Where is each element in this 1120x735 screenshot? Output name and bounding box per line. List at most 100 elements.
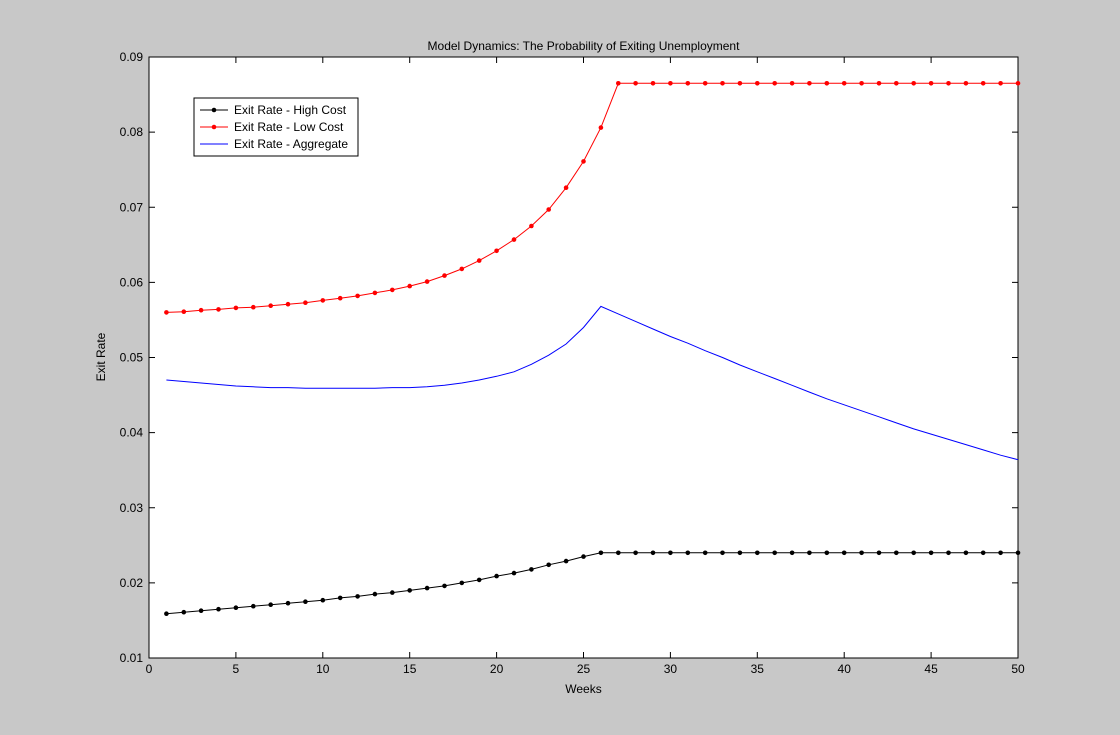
legend-label: Exit Rate - High Cost bbox=[234, 103, 347, 117]
data-point bbox=[980, 550, 986, 556]
data-point bbox=[216, 307, 221, 312]
data-point bbox=[824, 81, 830, 86]
data-point bbox=[859, 550, 864, 556]
x-tick-label: 30 bbox=[664, 662, 678, 676]
data-point bbox=[181, 609, 187, 615]
data-point bbox=[251, 304, 256, 310]
data-point bbox=[720, 550, 725, 556]
data-point bbox=[894, 550, 899, 556]
data-point bbox=[442, 583, 447, 589]
data-point bbox=[216, 606, 221, 612]
data-point bbox=[476, 577, 482, 583]
data-point bbox=[633, 81, 638, 86]
x-tick-label: 25 bbox=[577, 662, 591, 676]
data-point bbox=[876, 550, 882, 556]
data-point bbox=[633, 550, 638, 556]
data-point bbox=[442, 273, 447, 278]
data-point bbox=[372, 290, 378, 296]
data-point bbox=[789, 550, 795, 556]
data-point bbox=[390, 590, 395, 595]
y-tick-label: 0.09 bbox=[120, 50, 144, 64]
x-tick-label: 35 bbox=[751, 662, 765, 676]
data-point bbox=[563, 185, 569, 190]
data-point bbox=[859, 81, 864, 86]
series-1 bbox=[164, 81, 1021, 315]
x-tick-label: 0 bbox=[146, 662, 153, 676]
data-point bbox=[946, 550, 951, 556]
data-point bbox=[581, 159, 586, 164]
x-axis-label: Weeks bbox=[565, 682, 601, 696]
x-tick-label: 45 bbox=[924, 662, 938, 676]
data-point bbox=[285, 301, 291, 307]
series-line bbox=[166, 82, 1018, 313]
data-point bbox=[511, 237, 517, 242]
y-tick-label: 0.06 bbox=[120, 275, 144, 289]
data-point bbox=[407, 588, 413, 593]
y-tick-label: 0.04 bbox=[120, 426, 144, 440]
legend-label: Exit Rate - Low Cost bbox=[234, 120, 344, 134]
data-point bbox=[946, 81, 951, 86]
legend-entry: Exit Rate - Low Cost bbox=[200, 120, 344, 134]
data-point bbox=[685, 81, 691, 86]
data-point bbox=[581, 554, 586, 559]
data-point bbox=[459, 266, 465, 272]
data-point bbox=[894, 81, 899, 86]
x-tick-label: 15 bbox=[403, 662, 417, 676]
x-tick-label: 50 bbox=[1011, 662, 1025, 676]
data-point bbox=[998, 550, 1003, 556]
y-tick-label: 0.01 bbox=[120, 651, 144, 665]
data-point bbox=[841, 81, 847, 86]
data-point bbox=[876, 81, 882, 86]
data-point bbox=[459, 580, 465, 586]
data-point bbox=[563, 558, 569, 564]
data-point bbox=[164, 310, 169, 315]
x-tick-label: 10 bbox=[316, 662, 330, 676]
legend-entry: Exit Rate - High Cost bbox=[200, 103, 347, 117]
data-point bbox=[755, 550, 760, 556]
data-point bbox=[928, 81, 934, 86]
data-point bbox=[424, 585, 430, 591]
data-point bbox=[650, 550, 656, 556]
data-point bbox=[198, 608, 204, 613]
data-point bbox=[164, 611, 169, 616]
data-point bbox=[372, 591, 378, 597]
legend-label: Exit Rate - Aggregate bbox=[234, 137, 348, 151]
data-point bbox=[251, 603, 256, 609]
data-point bbox=[702, 550, 708, 556]
data-point bbox=[407, 283, 413, 289]
data-point bbox=[598, 550, 604, 556]
data-point bbox=[598, 125, 604, 130]
data-point bbox=[424, 279, 430, 284]
data-point bbox=[476, 258, 482, 263]
data-point bbox=[198, 307, 204, 313]
data-point bbox=[390, 287, 395, 293]
data-point bbox=[963, 550, 969, 556]
chart-title: Model Dynamics: The Probability of Exiti… bbox=[428, 39, 741, 53]
x-tick-label: 20 bbox=[490, 662, 504, 676]
data-point bbox=[980, 81, 986, 86]
y-tick-label: 0.05 bbox=[120, 351, 144, 365]
series-line bbox=[166, 305, 1019, 461]
legend-marker bbox=[211, 124, 217, 130]
y-tick-label: 0.02 bbox=[120, 576, 144, 590]
data-point bbox=[511, 570, 517, 576]
legend: Exit Rate - High Cost Exit Rate - Low Cos… bbox=[193, 97, 359, 157]
data-point bbox=[233, 605, 239, 610]
data-point bbox=[494, 248, 499, 254]
data-point bbox=[337, 595, 343, 601]
data-point bbox=[337, 295, 343, 301]
data-point bbox=[268, 602, 274, 607]
data-point bbox=[911, 81, 916, 86]
data-point bbox=[807, 81, 812, 86]
y-tick-label: 0.03 bbox=[120, 501, 144, 515]
data-point bbox=[1015, 81, 1021, 86]
data-point bbox=[494, 573, 499, 579]
data-point bbox=[702, 81, 708, 86]
data-point bbox=[233, 305, 239, 311]
data-point bbox=[285, 600, 291, 606]
series-2 bbox=[166, 305, 1019, 461]
data-point bbox=[650, 81, 656, 86]
data-point bbox=[268, 303, 274, 309]
